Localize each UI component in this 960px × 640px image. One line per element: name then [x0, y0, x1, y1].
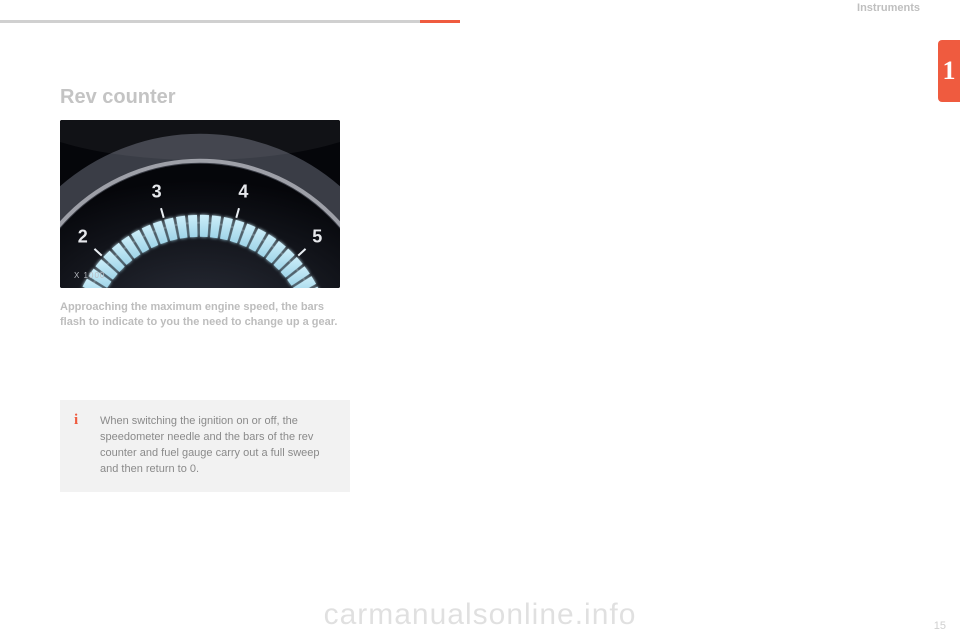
header-section-label: Instruments — [857, 2, 920, 14]
svg-text:X 1000: X 1000 — [74, 271, 105, 280]
header-rule-gray — [0, 20, 460, 23]
chapter-number: 1 — [943, 56, 956, 86]
info-note-text: When switching the ignition on or off, t… — [100, 414, 336, 478]
page-number: 15 — [934, 620, 946, 632]
rev-counter-figure: 01234567X 1000 — [60, 120, 340, 288]
page-title: Rev counter — [60, 86, 176, 109]
header-rule-accent — [420, 20, 460, 23]
svg-text:2: 2 — [78, 227, 88, 247]
svg-text:3: 3 — [152, 182, 162, 202]
svg-text:4: 4 — [238, 182, 248, 202]
chapter-tab: 1 — [938, 40, 960, 102]
figure-caption: Approaching the maximum engine speed, th… — [60, 300, 350, 330]
info-note: i When switching the ignition on or off,… — [60, 400, 350, 492]
rev-counter-svg: 01234567X 1000 — [60, 120, 340, 288]
info-icon: i — [74, 412, 78, 429]
svg-text:5: 5 — [312, 227, 322, 247]
watermark: carmanualsonline.info — [0, 598, 960, 632]
